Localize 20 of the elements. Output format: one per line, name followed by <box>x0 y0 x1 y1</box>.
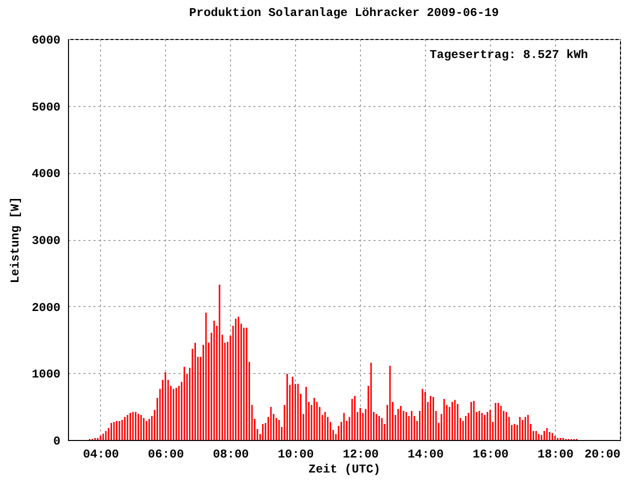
y-tick-label: 4000 <box>32 167 60 182</box>
y-tick-label: 0 <box>53 434 60 448</box>
y-tick-label: 2000 <box>32 300 60 315</box>
x-tick-label: 20:00 <box>584 448 620 462</box>
annotation: Tagesertrag: 8.527 kWh <box>430 48 588 62</box>
chart-title: Produktion Solaranlage Löhracker 2009-06-19 <box>189 6 499 20</box>
y-tick-label: 1000 <box>32 368 60 382</box>
x-tick-label: 12:00 <box>342 448 379 462</box>
x-tick-label: 10:00 <box>278 448 314 462</box>
x-tick-label: 14:00 <box>408 448 444 462</box>
y-axis-title: Leistung [W] <box>8 196 23 284</box>
x-axis-title: Zeit (UTC) <box>308 462 381 476</box>
x-tick-label: 04:00 <box>82 448 119 462</box>
y-tick-label: 6000 <box>32 34 60 48</box>
x-tick-label: 16:00 <box>472 448 509 462</box>
y-tick-label: 5000 <box>32 100 60 114</box>
x-tick-label: 06:00 <box>148 448 184 462</box>
y-tick-label: 3000 <box>32 234 60 248</box>
x-tick-label: 18:00 <box>538 448 574 462</box>
x-tick-label: 08:00 <box>212 448 249 462</box>
